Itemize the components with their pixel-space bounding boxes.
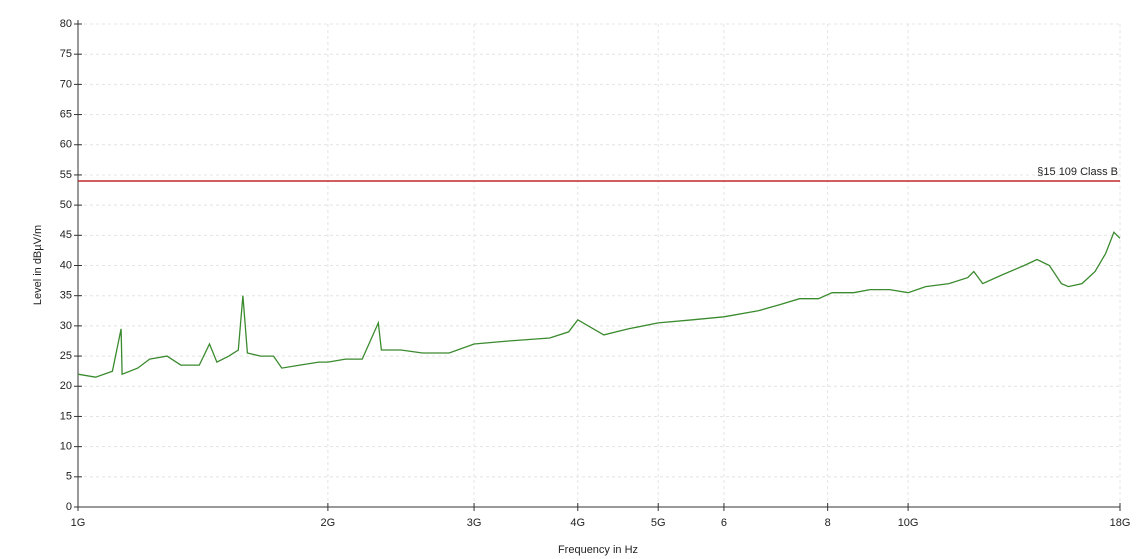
y-tick-label: 45 <box>60 229 72 241</box>
y-tick-label: 35 <box>60 290 72 302</box>
x-tick-label: 1G <box>71 517 86 529</box>
y-tick-label: 15 <box>60 410 72 422</box>
y-tick-label: 65 <box>60 108 72 120</box>
y-tick-label: 70 <box>60 78 72 90</box>
limit-label: §15 109 Class B <box>1037 166 1118 178</box>
y-tick-label: 0 <box>66 501 72 513</box>
y-tick-label: 60 <box>60 139 72 151</box>
x-axis-label: Frequency in Hz <box>558 544 638 556</box>
y-axis-label: Level in dBµV/m <box>32 225 44 305</box>
data-line <box>77 231 1121 378</box>
x-tick-label: 6 <box>721 517 727 529</box>
x-tick-label: 5G <box>651 517 666 529</box>
y-tick-label: 25 <box>60 350 72 362</box>
x-tick-label: 8 <box>825 517 831 529</box>
y-tick-label: 30 <box>60 320 72 332</box>
y-tick-label: 5 <box>66 471 72 483</box>
y-tick-label: 55 <box>60 169 72 181</box>
x-tick-label: 18G <box>1110 517 1131 529</box>
y-tick-label: 20 <box>60 380 72 392</box>
x-tick-label: 4G <box>570 517 585 529</box>
y-tick-label: 50 <box>60 199 72 211</box>
y-tick-label: 75 <box>60 48 72 60</box>
x-tick-label: 2G <box>321 517 336 529</box>
y-tick-label: 40 <box>60 259 72 271</box>
x-tick-label: 10G <box>898 517 919 529</box>
y-tick-label: 80 <box>60 18 72 30</box>
y-tick-label: 10 <box>60 441 72 453</box>
x-tick-label: 3G <box>467 517 482 529</box>
